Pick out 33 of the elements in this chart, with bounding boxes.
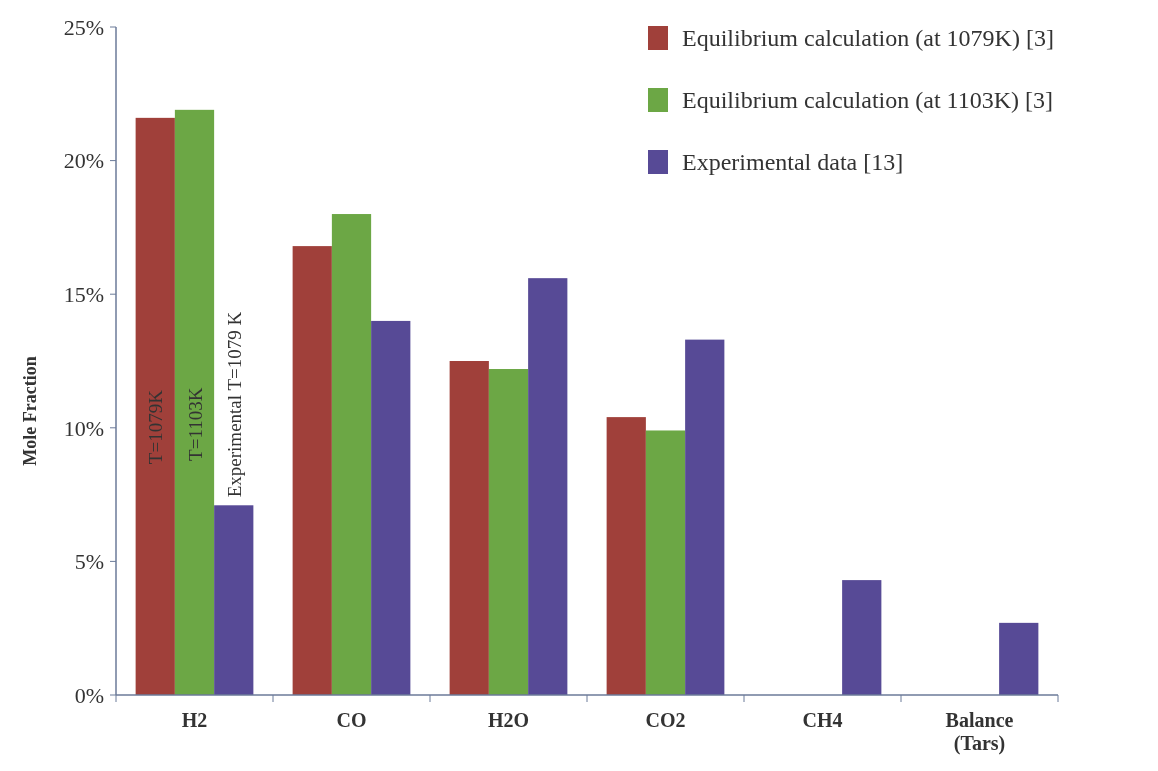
x-tick-label: H2O [487, 709, 530, 731]
bar [685, 339, 725, 695]
y-tick-label: 5% [74, 549, 104, 575]
y-tick-label: 0% [74, 682, 104, 708]
bar [135, 117, 175, 695]
bar [645, 430, 686, 695]
legend-label: Equilibrium calculation (at 1079K) [3] [682, 25, 1054, 52]
bar [371, 320, 411, 695]
bar [842, 580, 882, 695]
annotation: Experimental T=1079 K [223, 311, 245, 498]
y-tick-label: 10% [63, 415, 104, 441]
bar [606, 417, 646, 695]
x-tick-label: CH4 [802, 709, 843, 731]
bar [331, 214, 372, 695]
y-tick-label: 25% [63, 14, 104, 40]
x-tick-label: CO [336, 709, 367, 731]
bar [292, 246, 332, 695]
x-tick-label: Balance (Tars) [945, 709, 1014, 755]
y-axis-title: Mole Fraction [20, 356, 40, 466]
bar [214, 505, 254, 695]
bar [999, 622, 1039, 695]
legend-label: Experimental data [13] [682, 149, 904, 176]
bar [528, 278, 568, 695]
bar [449, 361, 489, 695]
y-tick-label: 20% [63, 148, 104, 174]
y-tick-label: 15% [63, 281, 104, 307]
bar [488, 369, 529, 695]
x-tick-label: H2 [181, 709, 208, 731]
annotation: T=1079K [145, 389, 167, 465]
annotation: T=1103K [184, 387, 206, 461]
legend-label: Equilibrium calculation (at 1103K) [3] [682, 87, 1054, 114]
bar [174, 109, 215, 695]
x-tick-label: CO2 [645, 709, 686, 731]
